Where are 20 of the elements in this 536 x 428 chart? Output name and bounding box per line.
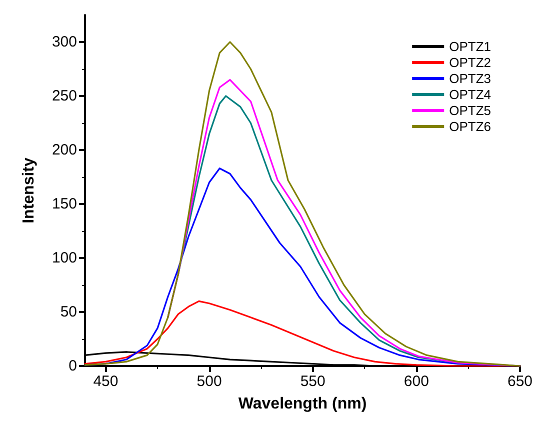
legend-label: OPTZ1 xyxy=(449,39,492,54)
legend-label: OPTZ2 xyxy=(449,55,492,70)
x-tick-label: 550 xyxy=(300,373,326,390)
x-tick-label: 600 xyxy=(404,373,429,390)
legend-label: OPTZ4 xyxy=(449,87,492,102)
x-axis-title: Wavelength (nm) xyxy=(238,396,367,412)
y-tick-label: 50 xyxy=(60,304,77,320)
x-tick-label: 500 xyxy=(196,373,222,390)
y-axis-title: Intensity xyxy=(20,158,38,224)
y-tick-label: 300 xyxy=(52,34,77,50)
y-tick-label: 0 xyxy=(68,358,77,374)
y-tick-label: 100 xyxy=(52,250,77,266)
legend-label: OPTZ6 xyxy=(449,119,492,134)
x-tick-label: 650 xyxy=(507,373,533,390)
legend-label: OPTZ3 xyxy=(449,71,492,86)
x-tick-label: 450 xyxy=(93,373,118,390)
y-tick-label: 250 xyxy=(52,88,77,104)
legend-label: OPTZ5 xyxy=(449,103,492,118)
y-tick-label: 200 xyxy=(52,142,77,158)
y-tick-label: 150 xyxy=(52,196,77,212)
